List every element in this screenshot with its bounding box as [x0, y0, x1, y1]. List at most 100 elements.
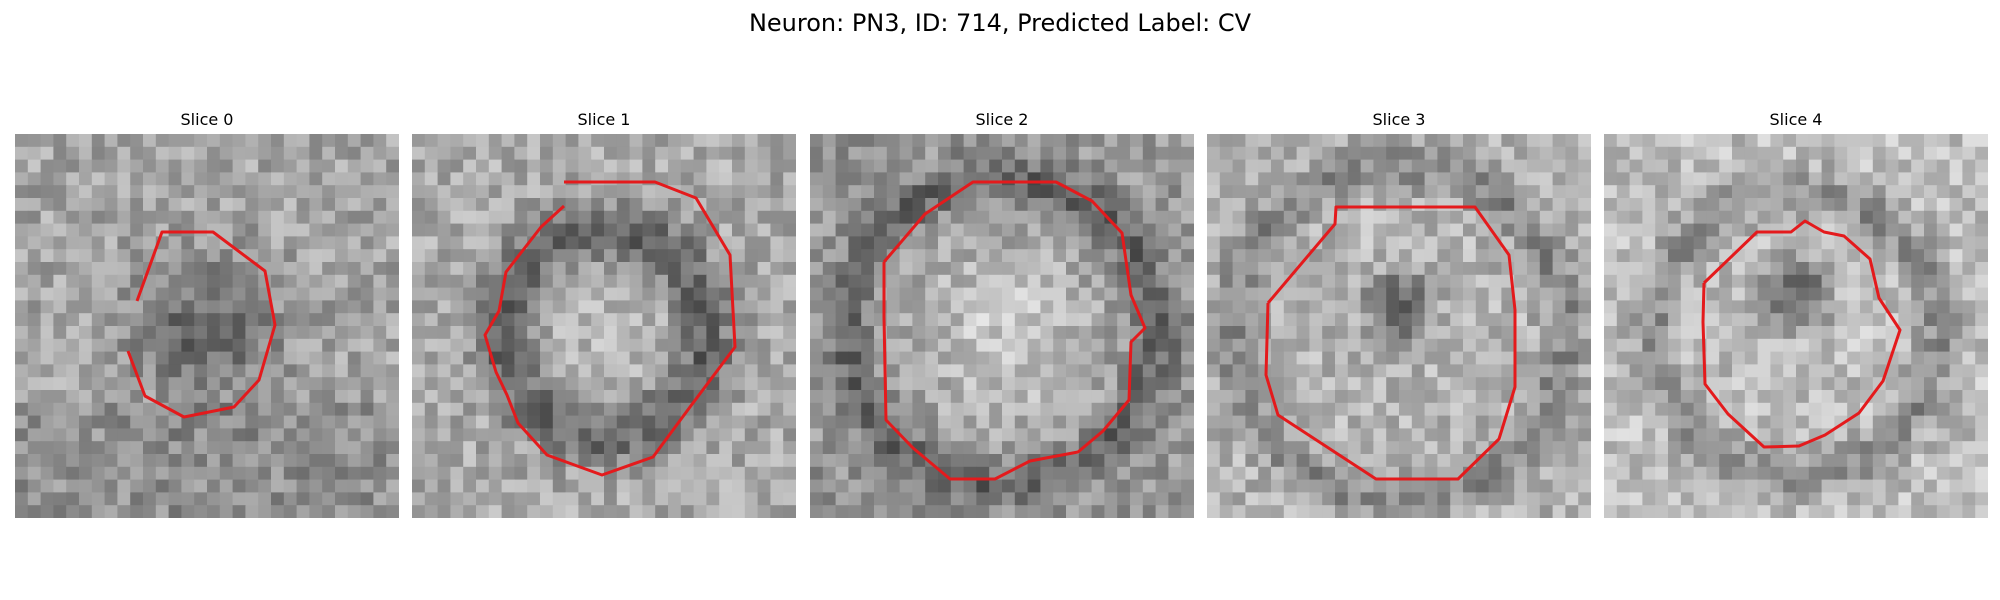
pixel [1719, 134, 1733, 148]
pixel [1104, 505, 1118, 518]
pixel [1655, 415, 1669, 429]
pixel [1347, 351, 1362, 365]
pixel [1258, 198, 1272, 212]
pixel [1514, 287, 1528, 301]
pixel [565, 441, 579, 455]
pixel [989, 390, 1003, 404]
pixel [245, 402, 259, 417]
pixel [1386, 172, 1400, 186]
pixel [437, 454, 451, 468]
pixel [143, 313, 157, 327]
pixel [1322, 351, 1336, 365]
pixel [1885, 159, 1899, 173]
pixel [1949, 313, 1963, 327]
pixel [412, 300, 426, 314]
pixel [1053, 236, 1067, 250]
pixel [719, 415, 733, 429]
pixel [989, 172, 1003, 186]
pixel [527, 146, 541, 161]
pixel [540, 223, 554, 237]
pixel [783, 454, 796, 468]
pixel [1437, 249, 1451, 263]
pixel [1552, 466, 1566, 481]
pixel [66, 236, 80, 250]
pixel [604, 364, 618, 378]
pixel [424, 351, 439, 365]
pixel [1181, 454, 1194, 468]
pixel [591, 159, 605, 173]
pixel [1668, 210, 1682, 225]
pixel [91, 454, 106, 468]
pixel [1527, 364, 1541, 378]
pixel [1962, 159, 1976, 173]
slice-0-image [15, 134, 399, 518]
pixel [1488, 466, 1502, 481]
pixel [1501, 223, 1515, 237]
pixel [1347, 159, 1362, 173]
pixel [296, 210, 310, 225]
pixel [1411, 505, 1426, 518]
pixel [578, 402, 592, 417]
pixel [693, 492, 707, 506]
pixel [810, 415, 824, 429]
pixel [1373, 351, 1387, 365]
pixel [629, 492, 643, 506]
pixel [1475, 313, 1490, 327]
pixel [1283, 287, 1298, 301]
pixel [168, 236, 182, 250]
pixel [91, 223, 106, 237]
pixel [668, 505, 682, 518]
pixel [1181, 428, 1194, 442]
pixel [424, 185, 439, 199]
pixel [245, 492, 259, 506]
pixel [1821, 262, 1835, 276]
pixel [1975, 249, 1988, 263]
pixel [1834, 326, 1848, 340]
pixel [53, 377, 67, 391]
pixel [1783, 274, 1797, 289]
pixel [1104, 428, 1118, 442]
pixel [79, 479, 93, 493]
pixel [1335, 210, 1349, 225]
pixel [1475, 377, 1490, 391]
pixel [1142, 210, 1157, 225]
pixel [360, 479, 374, 493]
pixel [950, 402, 965, 417]
pixel [296, 326, 310, 340]
pixel [1130, 364, 1144, 378]
pixel [450, 185, 464, 199]
pixel [1386, 198, 1400, 212]
pixel [1424, 223, 1438, 237]
pixel [1847, 364, 1861, 378]
pixel [899, 479, 913, 493]
pixel [283, 466, 298, 481]
pixel [757, 415, 771, 429]
pixel [1706, 338, 1720, 353]
pixel [552, 223, 567, 237]
pixel [1104, 492, 1118, 506]
pixel [822, 428, 837, 442]
pixel [835, 505, 849, 518]
pixel [976, 466, 990, 481]
pixel [1808, 236, 1823, 250]
pixel [79, 223, 93, 237]
pixel [79, 236, 93, 250]
pixel [1014, 300, 1029, 314]
pixel [1002, 454, 1016, 468]
pixel [1808, 402, 1823, 417]
pixel [476, 223, 490, 237]
pixel [386, 274, 399, 289]
pixel [232, 134, 246, 148]
pixel [1117, 172, 1131, 186]
pixel [783, 351, 796, 365]
pixel [1680, 236, 1695, 250]
pixel [706, 159, 720, 173]
pixel [1578, 338, 1591, 353]
pixel [591, 390, 605, 404]
pixel [91, 492, 106, 506]
pixel [1860, 479, 1874, 493]
slice-panel-0: Slice 0 [15, 108, 399, 518]
pixel [655, 377, 669, 391]
pixel [424, 428, 439, 442]
pixel [91, 262, 106, 276]
